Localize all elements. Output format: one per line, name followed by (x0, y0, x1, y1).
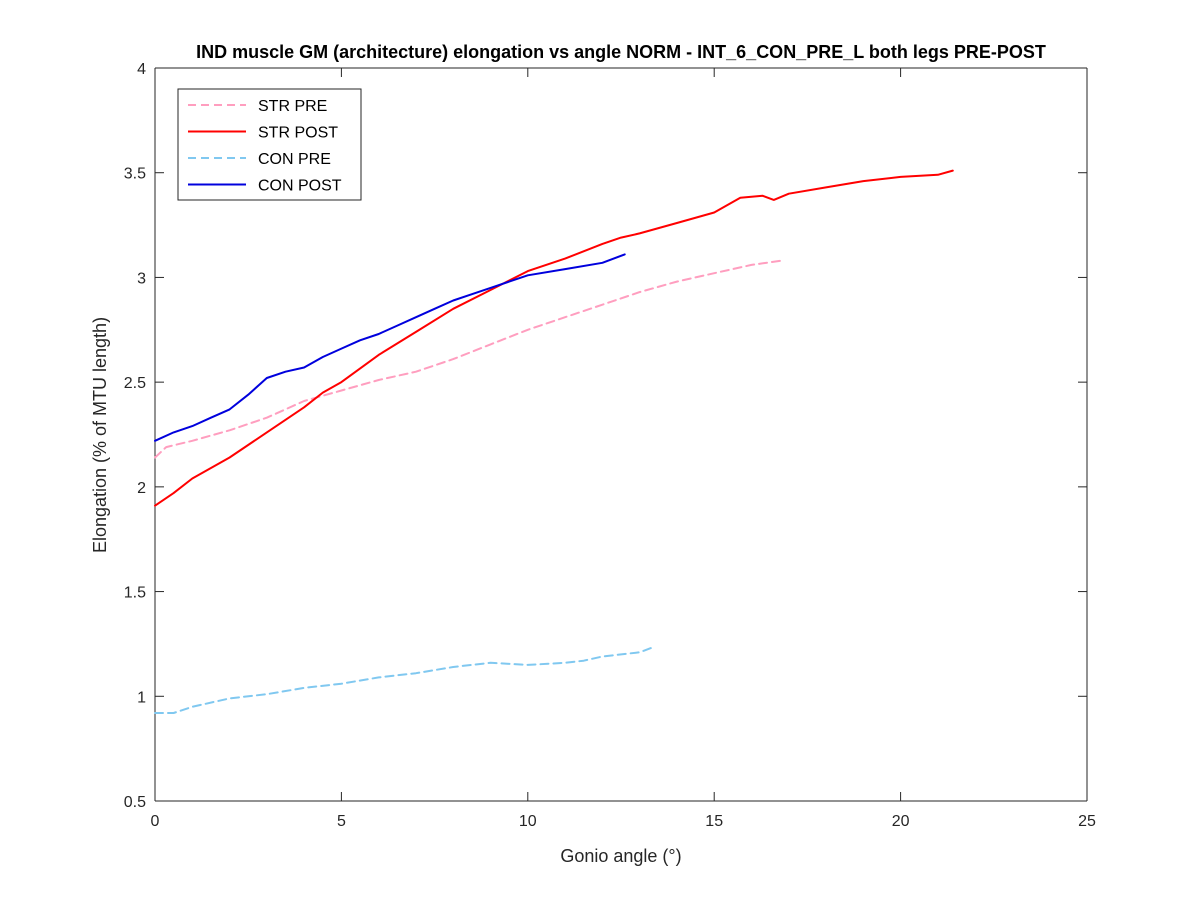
chart-title: IND muscle GM (architecture) elongation … (196, 42, 1046, 62)
x-tick-label: 5 (337, 813, 346, 830)
y-tick-label: 2.5 (124, 375, 146, 392)
y-tick-label: 1.5 (124, 585, 146, 602)
y-axis-label: Elongation (% of MTU length) (90, 317, 110, 553)
legend-box (177, 88, 362, 201)
x-tick-label: 0 (151, 813, 160, 830)
x-tick-label: 25 (1078, 813, 1096, 830)
y-tick-label: 1 (137, 689, 146, 706)
legend: STR PRE STR POST CON PRE CON POST (177, 88, 362, 201)
series-line-str-pre (154, 259, 783, 459)
y-tick-label: 3.5 (124, 166, 146, 183)
y-tick-label: 4 (137, 61, 146, 78)
y-tick-label: 2 (137, 480, 146, 497)
legend-label: CON PRE (258, 151, 331, 168)
y-tick-label: 0.5 (124, 794, 146, 811)
legend-label: CON POST (258, 178, 342, 195)
y-tick-label: 3 (137, 270, 146, 287)
x-tick-label: 15 (705, 813, 723, 830)
legend-label: STR PRE (258, 98, 327, 115)
x-tick-label: 20 (892, 813, 910, 830)
plot-series (154, 169, 954, 714)
x-tick-label: 10 (519, 813, 537, 830)
series-line-con-pre (154, 647, 652, 714)
axes: 0 5 10 15 20 25 0.5 1 1.5 2 2.5 3 3.5 4 (124, 61, 1096, 830)
x-axis-label: Gonio angle (°) (560, 846, 681, 866)
series-line-con-post (154, 253, 626, 442)
legend-label: STR POST (258, 125, 338, 142)
series-line-str-post (154, 169, 954, 507)
